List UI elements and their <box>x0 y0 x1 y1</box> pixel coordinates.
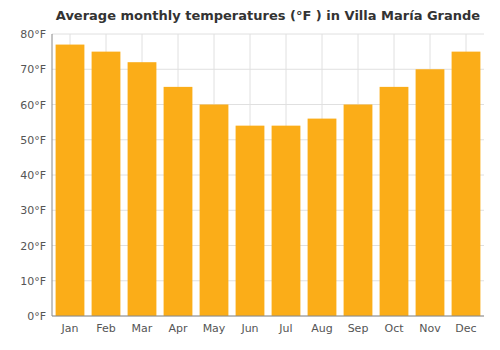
x-tick-label: Jun <box>240 322 258 335</box>
y-grid-line <box>52 34 484 35</box>
bar <box>380 87 409 316</box>
x-tick-label: Aug <box>311 322 332 335</box>
x-axis-line <box>52 316 484 317</box>
bar <box>344 105 373 317</box>
y-tick-label: 0°F <box>27 310 46 323</box>
y-tick-label: 50°F <box>20 134 46 147</box>
x-tick-label: Feb <box>96 322 115 335</box>
x-tick-label: Apr <box>168 322 188 335</box>
bar <box>200 105 229 317</box>
bar <box>236 126 265 316</box>
chart-container: Average monthly temperatures (°F ) in Vi… <box>0 0 500 350</box>
y-tick-label: 20°F <box>20 240 46 253</box>
x-tick-label: Jan <box>61 322 79 335</box>
x-tick-label: Dec <box>455 322 476 335</box>
bar <box>308 119 337 316</box>
bar <box>272 126 301 316</box>
y-tick-label: 10°F <box>20 275 46 288</box>
y-axis-line <box>52 34 53 316</box>
bar <box>416 69 445 316</box>
x-tick-label: Nov <box>419 322 441 335</box>
x-tick-label: Oct <box>384 322 404 335</box>
y-grid-line <box>52 316 484 317</box>
x-tick-label: Mar <box>132 322 153 335</box>
grid <box>52 34 484 316</box>
y-tick-label: 40°F <box>20 169 46 182</box>
x-tick-label: May <box>203 322 226 335</box>
chart: Average monthly temperatures (°F ) in Vi… <box>0 0 500 350</box>
title: Average monthly temperatures (°F ) in Vi… <box>56 8 481 23</box>
bar <box>452 52 481 316</box>
y-tick-label: 60°F <box>20 99 46 112</box>
bar <box>128 62 157 316</box>
bar <box>92 52 121 316</box>
bar <box>164 87 193 316</box>
y-tick-label: 30°F <box>20 204 46 217</box>
y-tick-label: 70°F <box>20 63 46 76</box>
x-tick-label: Jul <box>278 322 292 335</box>
bar <box>56 45 85 316</box>
x-tick-label: Sep <box>348 322 369 335</box>
bars <box>56 45 481 316</box>
axes: 0°F 10°F 20°F 30°F 40°F 50°F 60°F 70°F 80°F Jan Fe… <box>20 28 484 335</box>
y-tick-label: 80°F <box>20 28 46 41</box>
